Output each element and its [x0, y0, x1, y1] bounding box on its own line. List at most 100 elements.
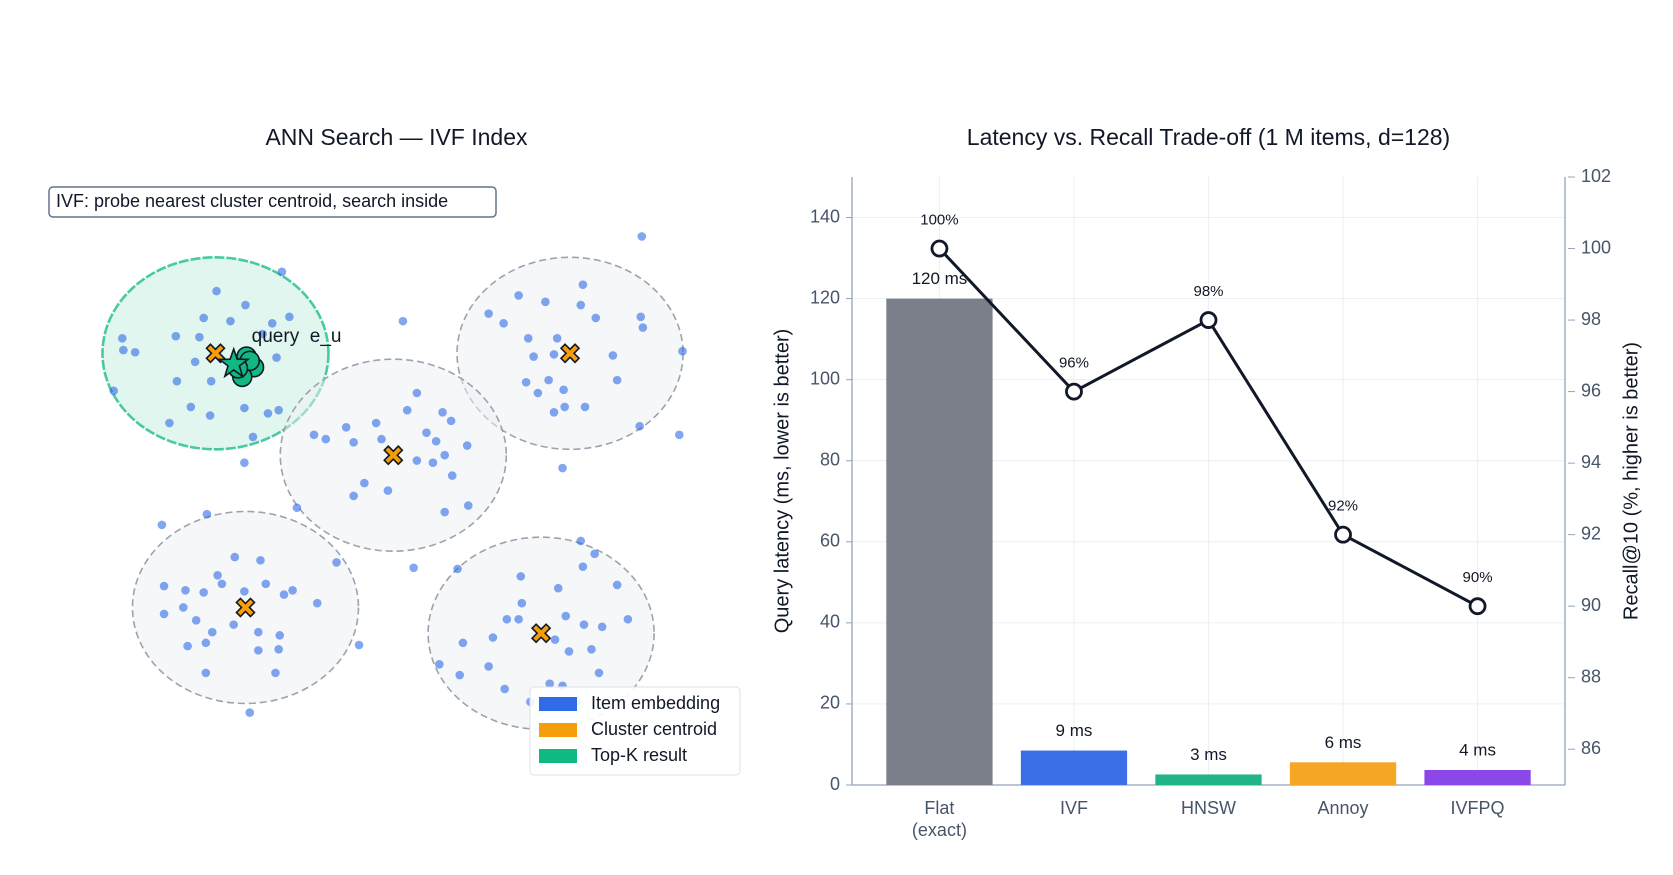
recall-point	[1334, 525, 1352, 544]
legend-swatch	[539, 749, 577, 763]
item-point	[171, 331, 181, 341]
bar-label: 6 ms	[1325, 733, 1362, 752]
item-point	[545, 679, 554, 688]
item-point	[254, 627, 263, 637]
item-point	[462, 441, 472, 450]
y2-tick-label: 92	[1581, 523, 1601, 543]
item-point	[402, 405, 412, 415]
item-point	[272, 353, 281, 362]
item-point	[309, 430, 319, 440]
item-point	[638, 323, 648, 332]
item-point	[312, 598, 322, 608]
item-point	[438, 407, 447, 417]
item-point	[201, 638, 211, 648]
y-tick-label: 120	[810, 287, 840, 307]
item-point	[521, 377, 531, 387]
recall-point	[930, 239, 949, 258]
item-point	[261, 579, 271, 589]
item-point	[199, 588, 208, 597]
item-point	[533, 388, 543, 398]
item-point	[183, 641, 192, 651]
item-point	[594, 668, 604, 678]
item-point	[240, 403, 249, 413]
item-point	[612, 580, 622, 590]
item-point	[597, 622, 607, 632]
panel-title: Latency vs. Recall Trade-off (1 M items,…	[967, 124, 1450, 150]
item-point	[207, 627, 217, 637]
item-point	[109, 386, 118, 396]
item-point	[245, 708, 255, 717]
recall-point	[1468, 597, 1487, 616]
item-point	[412, 388, 422, 398]
bar-label: 4 ms	[1459, 740, 1496, 759]
item-point	[360, 478, 369, 488]
item-point	[549, 407, 559, 417]
bar	[1289, 762, 1397, 785]
centroid-marker	[530, 623, 552, 644]
item-point	[637, 232, 647, 241]
item-point	[241, 300, 250, 310]
item-point	[254, 646, 263, 655]
legend-label: Top-K result	[591, 745, 687, 765]
item-point	[447, 471, 457, 480]
legend-label: Item embedding	[591, 693, 720, 713]
x-tick-label: HNSW	[1181, 798, 1236, 818]
y2-tick-label: 88	[1581, 666, 1601, 686]
item-point	[159, 581, 169, 591]
centroid-marker	[235, 597, 256, 618]
y2-tick-label: 90	[1581, 595, 1601, 615]
item-point	[455, 670, 465, 680]
item-point	[550, 635, 560, 644]
annotation-box	[48, 186, 497, 218]
y-tick-label: 140	[810, 206, 840, 226]
item-point	[117, 333, 127, 343]
item-point	[248, 432, 258, 442]
recall-label: 98%	[1193, 283, 1223, 300]
x-tick-label: Annoy	[1318, 798, 1369, 818]
item-point	[590, 549, 599, 559]
y2-tick-label: 102	[1581, 166, 1611, 186]
bar	[1155, 774, 1262, 785]
y2-tick-label: 86	[1581, 738, 1601, 758]
y2-tick-label: 98	[1581, 309, 1601, 329]
item-point	[552, 333, 562, 343]
recall-point	[1199, 311, 1218, 329]
item-point	[440, 507, 450, 517]
item-point	[275, 631, 285, 640]
x-tick-label: Flat (exact)	[912, 798, 967, 840]
item-point	[484, 662, 493, 671]
item-point	[119, 345, 128, 355]
bar	[1424, 770, 1531, 785]
item-point	[263, 409, 273, 418]
item-point	[288, 586, 297, 595]
item-point	[484, 309, 493, 318]
item-point	[544, 375, 553, 385]
item-point	[256, 555, 265, 565]
item-point	[179, 603, 188, 612]
item-point	[349, 438, 358, 447]
item-point	[354, 640, 364, 650]
item-point	[553, 583, 563, 593]
item-point	[274, 644, 283, 654]
item-point	[212, 286, 221, 296]
item-point	[463, 501, 473, 510]
y-axis-label: Query latency (ms, lower is better)	[771, 329, 793, 634]
item-point	[446, 416, 456, 426]
item-point	[488, 633, 498, 642]
y-tick-label: 0	[830, 774, 840, 794]
y2-tick-label: 94	[1581, 452, 1601, 472]
item-point	[514, 614, 523, 624]
item-point	[578, 562, 588, 572]
centroid-marker	[205, 343, 226, 364]
item-point	[564, 647, 574, 656]
bar-label: 3 ms	[1190, 745, 1227, 764]
item-point	[636, 312, 646, 322]
item-point	[499, 318, 508, 328]
item-point	[675, 430, 684, 440]
item-point	[285, 312, 294, 322]
item-point	[217, 579, 227, 589]
bar	[886, 298, 993, 785]
item-point	[558, 463, 567, 473]
y-tick-label: 40	[820, 612, 840, 632]
item-point	[529, 352, 538, 361]
